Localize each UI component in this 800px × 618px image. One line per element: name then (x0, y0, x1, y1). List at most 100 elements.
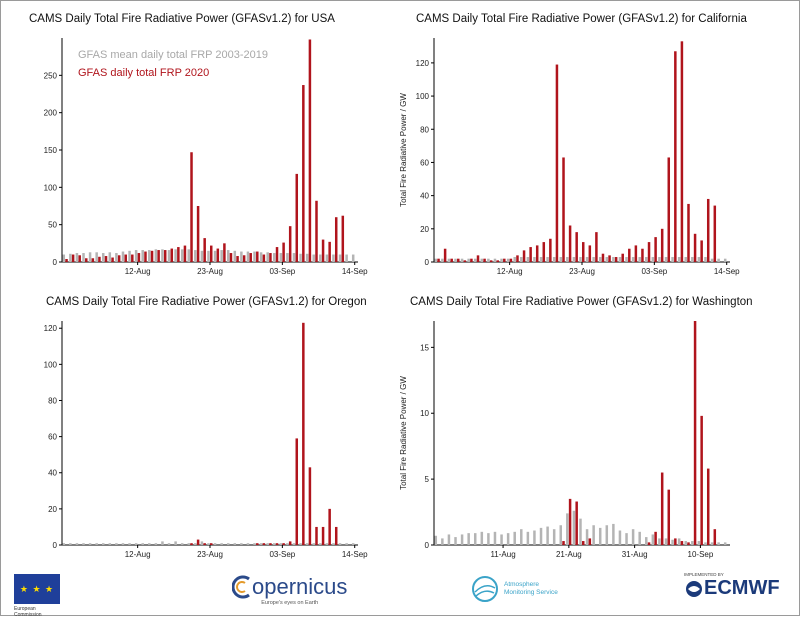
bar-2020 (157, 250, 160, 262)
bar-2020 (71, 254, 75, 262)
bar-2020 (190, 543, 193, 545)
bar-mean (220, 250, 223, 262)
bar-mean (148, 250, 151, 262)
bar-2020 (210, 245, 213, 262)
bar-mean (338, 254, 342, 262)
bar-mean (487, 533, 490, 545)
bar-2020 (457, 258, 460, 262)
bar-2020 (223, 243, 226, 262)
bar-2020 (262, 543, 266, 545)
bar-mean (69, 253, 72, 262)
bar-2020 (170, 248, 174, 262)
bar-mean (625, 257, 628, 262)
bar-mean (128, 250, 131, 262)
panel-california: CAMS Daily Total Fire Radiative Power (G… (399, 0, 800, 290)
bar-mean (194, 250, 197, 262)
bar-mean (513, 257, 516, 262)
bar-mean (691, 257, 694, 262)
bar-mean (506, 533, 510, 545)
y-tick-label: 250 (44, 71, 58, 80)
bar-mean (487, 258, 490, 262)
bar-mean (161, 249, 164, 262)
bar-mean (618, 257, 622, 262)
bar-mean (520, 529, 523, 545)
bar-mean (325, 254, 329, 262)
bar-mean (552, 257, 556, 262)
x-tick-label: 14-Sep (714, 267, 740, 276)
bar-mean (233, 543, 237, 545)
bar-2020 (568, 225, 572, 262)
bar-2020 (680, 541, 684, 545)
bar-2020 (203, 238, 206, 262)
bar-mean (467, 533, 470, 545)
eu-logo: ★ ★ ★ European Commission (14, 574, 60, 618)
bar-mean (266, 252, 269, 262)
bar-mean (194, 543, 197, 545)
x-tick-label: 12-Aug (125, 267, 151, 276)
bar-2020 (582, 541, 585, 545)
bar-2020 (177, 247, 180, 262)
bar-mean (447, 258, 451, 262)
bar-2020 (85, 258, 88, 262)
bar-2020 (315, 200, 318, 262)
bar-2020 (190, 152, 193, 262)
bar-2020 (562, 157, 565, 262)
bar-2020 (687, 542, 690, 545)
bar-2020 (628, 248, 631, 262)
bar-mean (447, 534, 451, 545)
y-tick-label: 0 (53, 541, 58, 550)
bar-2020 (282, 242, 285, 262)
y-tick-label: 60 (48, 433, 57, 442)
y-tick-label: 200 (44, 109, 58, 118)
bar-2020 (693, 233, 697, 262)
bar-2020 (124, 254, 127, 262)
bar-mean (121, 251, 125, 262)
bar-mean (325, 543, 329, 545)
bar-mean (671, 539, 674, 545)
bar-mean (299, 253, 302, 262)
bar-mean (520, 257, 523, 262)
bar-2020 (608, 255, 611, 262)
bar-2020 (450, 258, 453, 262)
bar-2020 (680, 41, 684, 263)
bar-mean (506, 258, 510, 262)
x-tick-label: 03-Sep (641, 267, 667, 276)
bar-2020 (104, 256, 108, 262)
bar-2020 (489, 260, 493, 262)
bar-2020 (295, 438, 299, 545)
bar-mean (332, 543, 335, 545)
ecmwf-implemented-label: IMPLEMENTED BY (684, 572, 724, 577)
bar-2020 (328, 508, 331, 545)
panel-washington: CAMS Daily Total Fire Radiative Power (G… (399, 290, 800, 570)
bar-2020 (706, 198, 710, 262)
bar-2020 (470, 258, 473, 262)
bar-mean (460, 534, 464, 545)
bar-mean (500, 258, 503, 262)
bar-mean (279, 543, 283, 545)
chart-title: CAMS Daily Total Fire Radiative Power (G… (416, 13, 747, 25)
bar-mean (213, 543, 217, 545)
bar-2020 (288, 226, 292, 262)
bar-mean (279, 253, 283, 262)
bar-mean (226, 543, 230, 545)
bar-mean (717, 542, 720, 545)
y-tick-label: 5 (425, 475, 430, 484)
bar-2020 (568, 498, 572, 545)
ecmwf-logo: IMPLEMENTED BY ECMWF (684, 572, 780, 600)
bar-2020 (555, 64, 559, 262)
bar-2020 (117, 255, 121, 262)
ecmwf-wordmark: ECMWF (704, 577, 780, 599)
bar-2020 (483, 258, 486, 262)
bar-mean (312, 254, 315, 262)
bar-2020 (700, 240, 703, 262)
bar-mean (62, 543, 66, 545)
bar-mean (187, 543, 191, 545)
bar-mean (612, 523, 615, 545)
bar-mean (121, 543, 125, 545)
cams-line1: Atmosphere (504, 581, 540, 588)
bar-mean (625, 533, 628, 545)
bar-2020 (308, 39, 312, 262)
bar-mean (493, 531, 497, 545)
y-tick-label: 80 (420, 125, 429, 134)
bar-mean (473, 258, 477, 262)
